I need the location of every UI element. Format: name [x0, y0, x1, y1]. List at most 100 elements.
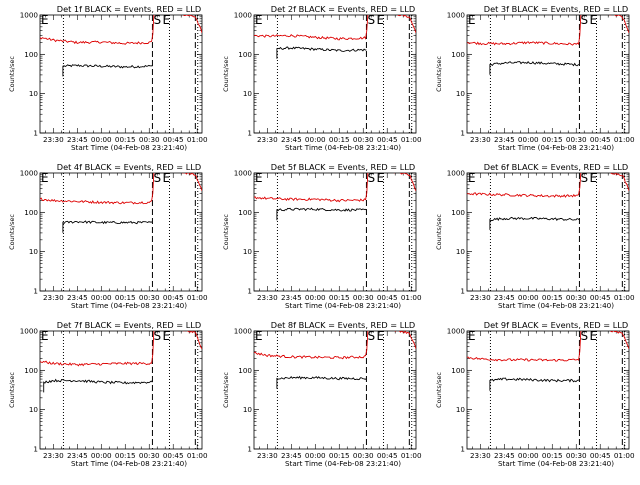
plot-frame — [253, 14, 417, 134]
x-tick-label: 23:45 — [494, 293, 515, 302]
panel-det-3: Det 3f BLACK = Events, RED = LLD 1 10 100 10… — [435, 4, 635, 152]
marker-start-e: E — [468, 13, 476, 27]
y-tick-label: 1 — [247, 287, 252, 296]
y-axis-label: Counts/sec — [435, 214, 443, 250]
y-tick-label: 1000 — [234, 169, 253, 178]
y-tick-label: 10 — [243, 405, 253, 414]
x-tick-label: 00:45 — [377, 135, 398, 144]
x-axis-label: Start Time (04-Feb-08 23:21:40) — [285, 301, 401, 310]
series-events — [62, 220, 153, 233]
panel-det-9: Det 9f BLACK = Events, RED = LLD 1 10 100 10… — [435, 320, 635, 468]
marker-start-e: E — [468, 171, 476, 185]
marker-s: S — [580, 13, 588, 27]
marker-e: E — [376, 329, 384, 343]
y-axis-label: Counts/sec — [8, 56, 16, 92]
x-tick-label: 00:15 — [329, 135, 350, 144]
y-tick-label: 10 — [29, 247, 39, 256]
series-lld — [254, 331, 416, 360]
panel-det-4: Det 4f BLACK = Events, RED = LLD 1 10 100 10… — [8, 162, 208, 310]
y-axis-label: Counts/sec — [8, 372, 16, 408]
x-tick-label: 00:45 — [163, 293, 184, 302]
series-lld — [40, 173, 202, 205]
y-axis-label: Counts/sec — [222, 372, 230, 408]
y-tick-label: 1000 — [447, 327, 466, 336]
y-axis-label: Counts/sec — [435, 372, 443, 408]
y-tick-label: 1 — [247, 129, 252, 138]
x-tick-label: 00:45 — [377, 451, 398, 460]
x-tick-label: 00:30 — [353, 293, 374, 302]
y-tick-label: 1000 — [20, 11, 39, 20]
x-tick-label: 00:00 — [91, 293, 112, 302]
x-tick-label: 00:45 — [377, 293, 398, 302]
x-tick-label: 00:30 — [353, 451, 374, 460]
x-tick-label: 23:30 — [43, 451, 64, 460]
y-tick-label: 10 — [456, 89, 466, 98]
y-axis-label: Counts/sec — [222, 214, 230, 250]
series-events — [276, 375, 367, 389]
x-tick-label: 23:45 — [494, 135, 515, 144]
series-lld — [467, 173, 629, 198]
marker-e: E — [162, 13, 170, 27]
marker-e: E — [589, 13, 597, 27]
y-tick-label: 10 — [456, 405, 466, 414]
x-tick-label: 00:45 — [590, 135, 611, 144]
y-tick-label: 100 — [451, 50, 465, 59]
y-tick-label: 10 — [456, 247, 466, 256]
panel-title: Det 9f BLACK = Events, RED = LLD — [484, 320, 628, 330]
x-tick-label: 00:30 — [566, 451, 587, 460]
x-tick-label: 00:00 — [91, 451, 112, 460]
x-axis-label: Start Time (04-Feb-08 23:21:40) — [498, 301, 614, 310]
x-tick-label: 23:30 — [257, 135, 278, 144]
y-tick-label: 1 — [460, 445, 465, 454]
panel-title: Det 4f BLACK = Events, RED = LLD — [57, 162, 201, 172]
x-axis-label: Start Time (04-Feb-08 23:21:40) — [285, 143, 401, 152]
x-tick-label: 00:15 — [542, 451, 563, 460]
x-tick-label: 00:00 — [91, 135, 112, 144]
y-axis-label: Counts/sec — [435, 56, 443, 92]
x-tick-label: 00:30 — [139, 135, 160, 144]
series-lld — [467, 331, 629, 362]
x-tick-label: 23:45 — [494, 451, 515, 460]
x-tick-label: 23:45 — [281, 135, 302, 144]
x-axis-label: Start Time (04-Feb-08 23:21:40) — [71, 143, 187, 152]
x-tick-label: 23:30 — [43, 135, 64, 144]
x-tick-label: 01:00 — [614, 293, 635, 302]
series-events — [489, 377, 580, 391]
x-tick-label: 00:15 — [115, 451, 136, 460]
y-tick-label: 100 — [451, 366, 465, 375]
marker-s: S — [580, 329, 588, 343]
panel-title: Det 2f BLACK = Events, RED = LLD — [271, 4, 415, 14]
marker-s: S — [367, 171, 375, 185]
x-tick-label: 00:00 — [518, 293, 539, 302]
panel-title: Det 1f BLACK = Events, RED = LLD — [57, 4, 201, 14]
series-lld — [467, 15, 629, 46]
x-tick-label: 00:45 — [163, 135, 184, 144]
x-tick-label: 23:30 — [257, 293, 278, 302]
y-tick-label: 100 — [451, 208, 465, 217]
marker-start-e: E — [41, 171, 49, 185]
x-tick-label: 00:45 — [163, 451, 184, 460]
marker-s: S — [153, 329, 161, 343]
series-events — [489, 60, 580, 75]
panel-title: Det 8f BLACK = Events, RED = LLD — [271, 320, 415, 330]
marker-start-e: E — [255, 171, 263, 185]
marker-start-e: E — [41, 13, 49, 27]
x-tick-label: 00:00 — [305, 135, 326, 144]
x-tick-label: 00:15 — [115, 293, 136, 302]
y-tick-label: 1000 — [234, 327, 253, 336]
x-tick-label: 23:45 — [281, 451, 302, 460]
x-tick-label: 00:45 — [590, 451, 611, 460]
series-events — [276, 46, 367, 59]
plot-frame — [466, 330, 630, 450]
marker-e: E — [589, 171, 597, 185]
marker-s: S — [580, 171, 588, 185]
x-tick-label: 00:00 — [305, 451, 326, 460]
x-tick-label: 00:30 — [139, 293, 160, 302]
x-tick-label: 00:15 — [542, 135, 563, 144]
x-tick-label: 23:30 — [470, 135, 491, 144]
x-tick-label: 00:15 — [329, 451, 350, 460]
y-tick-label: 1 — [247, 445, 252, 454]
x-tick-label: 00:30 — [139, 451, 160, 460]
x-tick-label: 01:00 — [401, 293, 422, 302]
x-axis-label: Start Time (04-Feb-08 23:21:40) — [498, 459, 614, 468]
